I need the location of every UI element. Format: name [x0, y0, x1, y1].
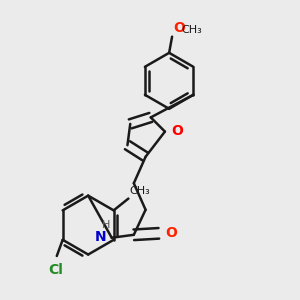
Text: N: N: [95, 230, 106, 244]
Text: O: O: [171, 124, 183, 138]
Text: Cl: Cl: [48, 263, 63, 278]
Text: CH₃: CH₃: [182, 25, 202, 35]
Text: CH₃: CH₃: [130, 186, 151, 196]
Text: O: O: [174, 21, 185, 35]
Text: O: O: [165, 226, 177, 240]
Text: H: H: [102, 220, 111, 230]
